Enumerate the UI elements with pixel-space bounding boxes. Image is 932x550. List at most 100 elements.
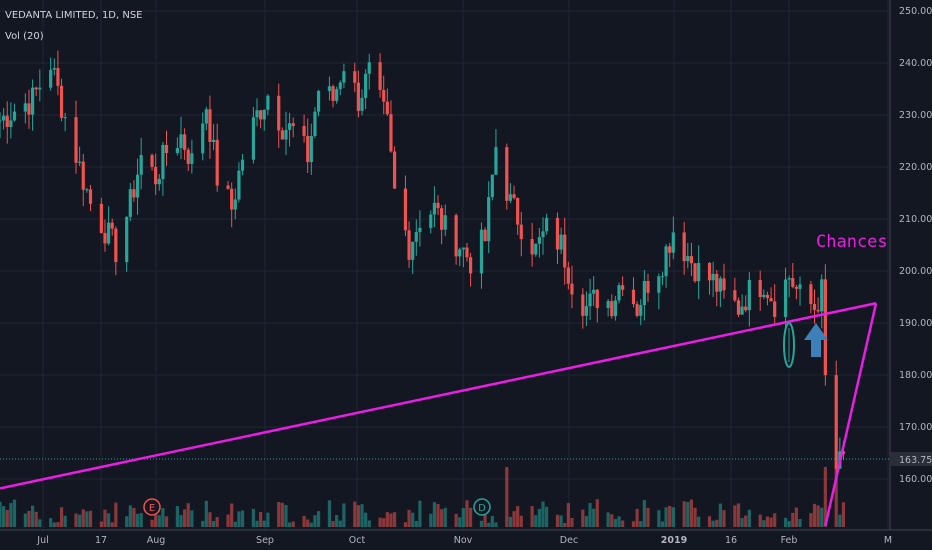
candle-body <box>103 233 107 244</box>
candle-body <box>99 203 103 234</box>
earnings-event-marker[interactable]: E <box>143 498 161 516</box>
candle-body <box>107 222 111 244</box>
volume-bar <box>262 520 266 527</box>
candle-body <box>429 214 433 228</box>
candle-body <box>440 208 444 230</box>
candle-body <box>631 289 636 305</box>
candle-body <box>613 300 617 317</box>
candlestick-series[interactable] <box>0 50 846 472</box>
candle-body <box>762 294 766 298</box>
candle-body <box>135 174 140 198</box>
volume-bar <box>0 501 2 527</box>
volume-bar <box>642 500 646 527</box>
volume-bar <box>534 515 538 527</box>
candle-body <box>769 298 773 302</box>
candle-body <box>592 289 596 294</box>
candle-body <box>479 229 484 274</box>
time-tick-label: 17 <box>95 535 107 546</box>
price-tick-label: 210.00 <box>899 214 932 225</box>
volume-bar <box>516 506 520 527</box>
volume-bar <box>736 503 741 527</box>
candle-body <box>566 267 570 284</box>
volume-bar <box>458 517 462 527</box>
volume-bar <box>555 514 560 527</box>
candle-body <box>175 148 179 154</box>
volume-bar <box>440 509 444 527</box>
volume-bar <box>798 518 802 527</box>
candle-body <box>262 109 266 120</box>
volume-bar <box>584 515 589 527</box>
candle-body <box>617 285 621 301</box>
candle-body <box>327 86 332 91</box>
volume-bar <box>186 503 190 527</box>
candle-body <box>465 247 469 258</box>
price-tick-label: 170.00 <box>899 422 932 433</box>
candle-body <box>190 153 194 164</box>
volume-bar <box>56 522 60 527</box>
candle-body <box>697 263 701 282</box>
candle-body <box>512 194 516 198</box>
candle-body <box>211 139 216 142</box>
ellipse-annotation[interactable] <box>783 322 795 368</box>
candle-body <box>313 111 317 136</box>
candle-body <box>736 300 741 315</box>
candle-body <box>110 222 114 229</box>
candle-body <box>469 257 473 274</box>
candle-body <box>186 149 190 164</box>
candle-body <box>722 278 726 291</box>
candle-body <box>733 290 737 301</box>
volume-bar <box>251 508 255 527</box>
volume-bar <box>259 511 263 527</box>
volume-bar <box>483 505 487 527</box>
dividend-event-marker[interactable]: D <box>473 498 491 516</box>
volume-bar <box>588 502 592 527</box>
volume-bar <box>429 513 433 527</box>
last-price-tag: 163.75 <box>891 452 932 466</box>
volume-bar <box>237 511 241 527</box>
candle-body <box>114 228 118 263</box>
candle-body <box>642 281 646 306</box>
candle-body <box>660 276 665 278</box>
candle-body <box>9 120 13 127</box>
volume-bar <box>27 510 31 527</box>
candle-body <box>621 285 625 290</box>
trendline <box>824 302 878 527</box>
annotation-text[interactable]: Chances o <box>816 232 908 252</box>
candle-body <box>581 294 585 316</box>
candle-body <box>823 279 827 376</box>
volume-bar <box>34 511 38 527</box>
candle-body <box>664 246 668 277</box>
candle-body <box>744 306 748 311</box>
candle-body <box>382 89 386 102</box>
up-arrow-icon[interactable] <box>804 323 828 357</box>
candle-body <box>541 231 545 238</box>
volume-bar <box>353 501 357 527</box>
trendlines[interactable] <box>0 302 878 527</box>
candle-body <box>545 217 549 232</box>
candle-body <box>606 301 610 309</box>
volume-bar <box>230 503 234 527</box>
candle-body <box>693 263 697 282</box>
candle-body <box>588 293 592 307</box>
candle-body <box>787 278 791 280</box>
volume-bar <box>820 507 824 527</box>
candle-body <box>266 95 270 110</box>
volume-bar <box>823 467 827 527</box>
volume-bar <box>306 519 310 527</box>
volume-bar <box>762 520 766 527</box>
candle-body <box>686 256 690 262</box>
price-tick-label: 250.00 <box>899 6 932 17</box>
candle-body <box>183 134 187 150</box>
volume-bar <box>660 521 665 527</box>
volume-bar <box>284 504 288 527</box>
volume-bar <box>74 513 78 527</box>
volume-bar <box>190 510 194 527</box>
candle-body <box>240 159 245 171</box>
price-axis-panel[interactable] <box>890 0 932 530</box>
candle-body <box>161 144 165 180</box>
volume-bar <box>740 518 744 527</box>
candle-body <box>179 134 183 149</box>
price-tick-label: 200.00 <box>899 266 932 277</box>
